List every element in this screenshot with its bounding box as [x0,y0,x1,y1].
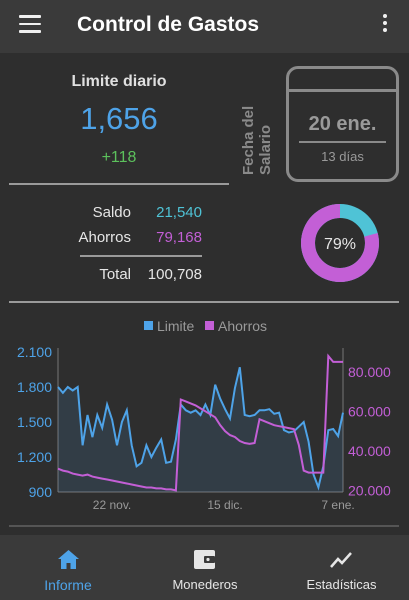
y-right-tick-label: 40.000 [348,443,391,459]
nav-estadisticas-label: Estadísticas [306,577,377,592]
divider [80,255,202,257]
app-title: Control de Gastos [77,13,260,36]
x-tick-label: 7 ene. [321,498,354,512]
y-left-tick-label: 1.500 [17,414,52,430]
daily-limit-label: Limite diario [71,73,167,90]
nav-informe-label: Informe [44,577,92,593]
limit-savings-line-chart: Limite Ahorros 2.100 1.800 1.500 1.200 900 80.… [17,318,391,512]
y-left-tick-label: 900 [29,484,53,500]
savings-donut-chart: 79% [301,204,379,282]
legend-swatch-ahorros [205,321,214,330]
salary-date-label: Fecha del Salario [240,105,274,175]
y-left-tick-label: 1.800 [17,379,52,395]
trending-chart-icon [330,552,352,568]
legend-label-ahorros: Ahorros [218,318,267,334]
y-left-tick-label: 1.200 [17,449,52,465]
saldo-value: 21,540 [156,204,202,221]
menu-icon[interactable] [19,15,41,33]
salary-label-line1: Fecha del [240,105,257,175]
daily-limit-value: 1,656 [80,101,158,136]
legend-swatch-limite [144,321,153,330]
limite-area [58,367,343,492]
divider [9,301,399,303]
nav-monederos[interactable]: Monederos [136,535,274,600]
y-right-tick-label: 80.000 [348,364,391,380]
calendar-header-bar [289,89,396,92]
y-right-tick-label: 20.000 [348,482,391,498]
saldo-label: Saldo [92,204,131,221]
salary-calendar[interactable]: 20 ene. 13 días [286,66,399,182]
y-right-tick-label: 60.000 [348,403,391,419]
app-bar: Control de Gastos [0,0,409,53]
total-value: 100,708 [147,266,202,283]
salary-days-remaining: 13 días [321,149,364,164]
bottom-navigation: Informe Monederos Estadísticas [0,535,409,600]
daily-limit-delta: +118 [101,149,137,166]
x-tick-label: 15 dic. [207,498,242,512]
divider [9,183,229,185]
donut-percent-label: 79% [324,236,356,253]
divider [9,525,399,527]
x-tick-label: 22 nov. [93,498,131,512]
limite-line [57,366,344,491]
nav-monederos-label: Monederos [172,577,238,592]
salary-date-value: 20 ene. [308,113,377,135]
calendar-divider [299,141,386,143]
more-options-icon[interactable] [380,14,390,36]
legend-label-limite: Limite [157,318,195,334]
ahorros-line [57,353,343,492]
home-icon [58,550,79,569]
nav-informe[interactable]: Informe [0,535,136,600]
nav-estadisticas[interactable]: Estadísticas [274,535,409,600]
wallet-icon [194,550,215,569]
total-label: Total [99,266,131,283]
ahorros-label: Ahorros [78,229,131,246]
ahorros-value: 79,168 [156,229,202,246]
salary-label-line2: Salario [257,124,274,175]
donut-ahorros-arc [301,204,379,282]
y-left-tick-label: 2.100 [17,344,52,360]
